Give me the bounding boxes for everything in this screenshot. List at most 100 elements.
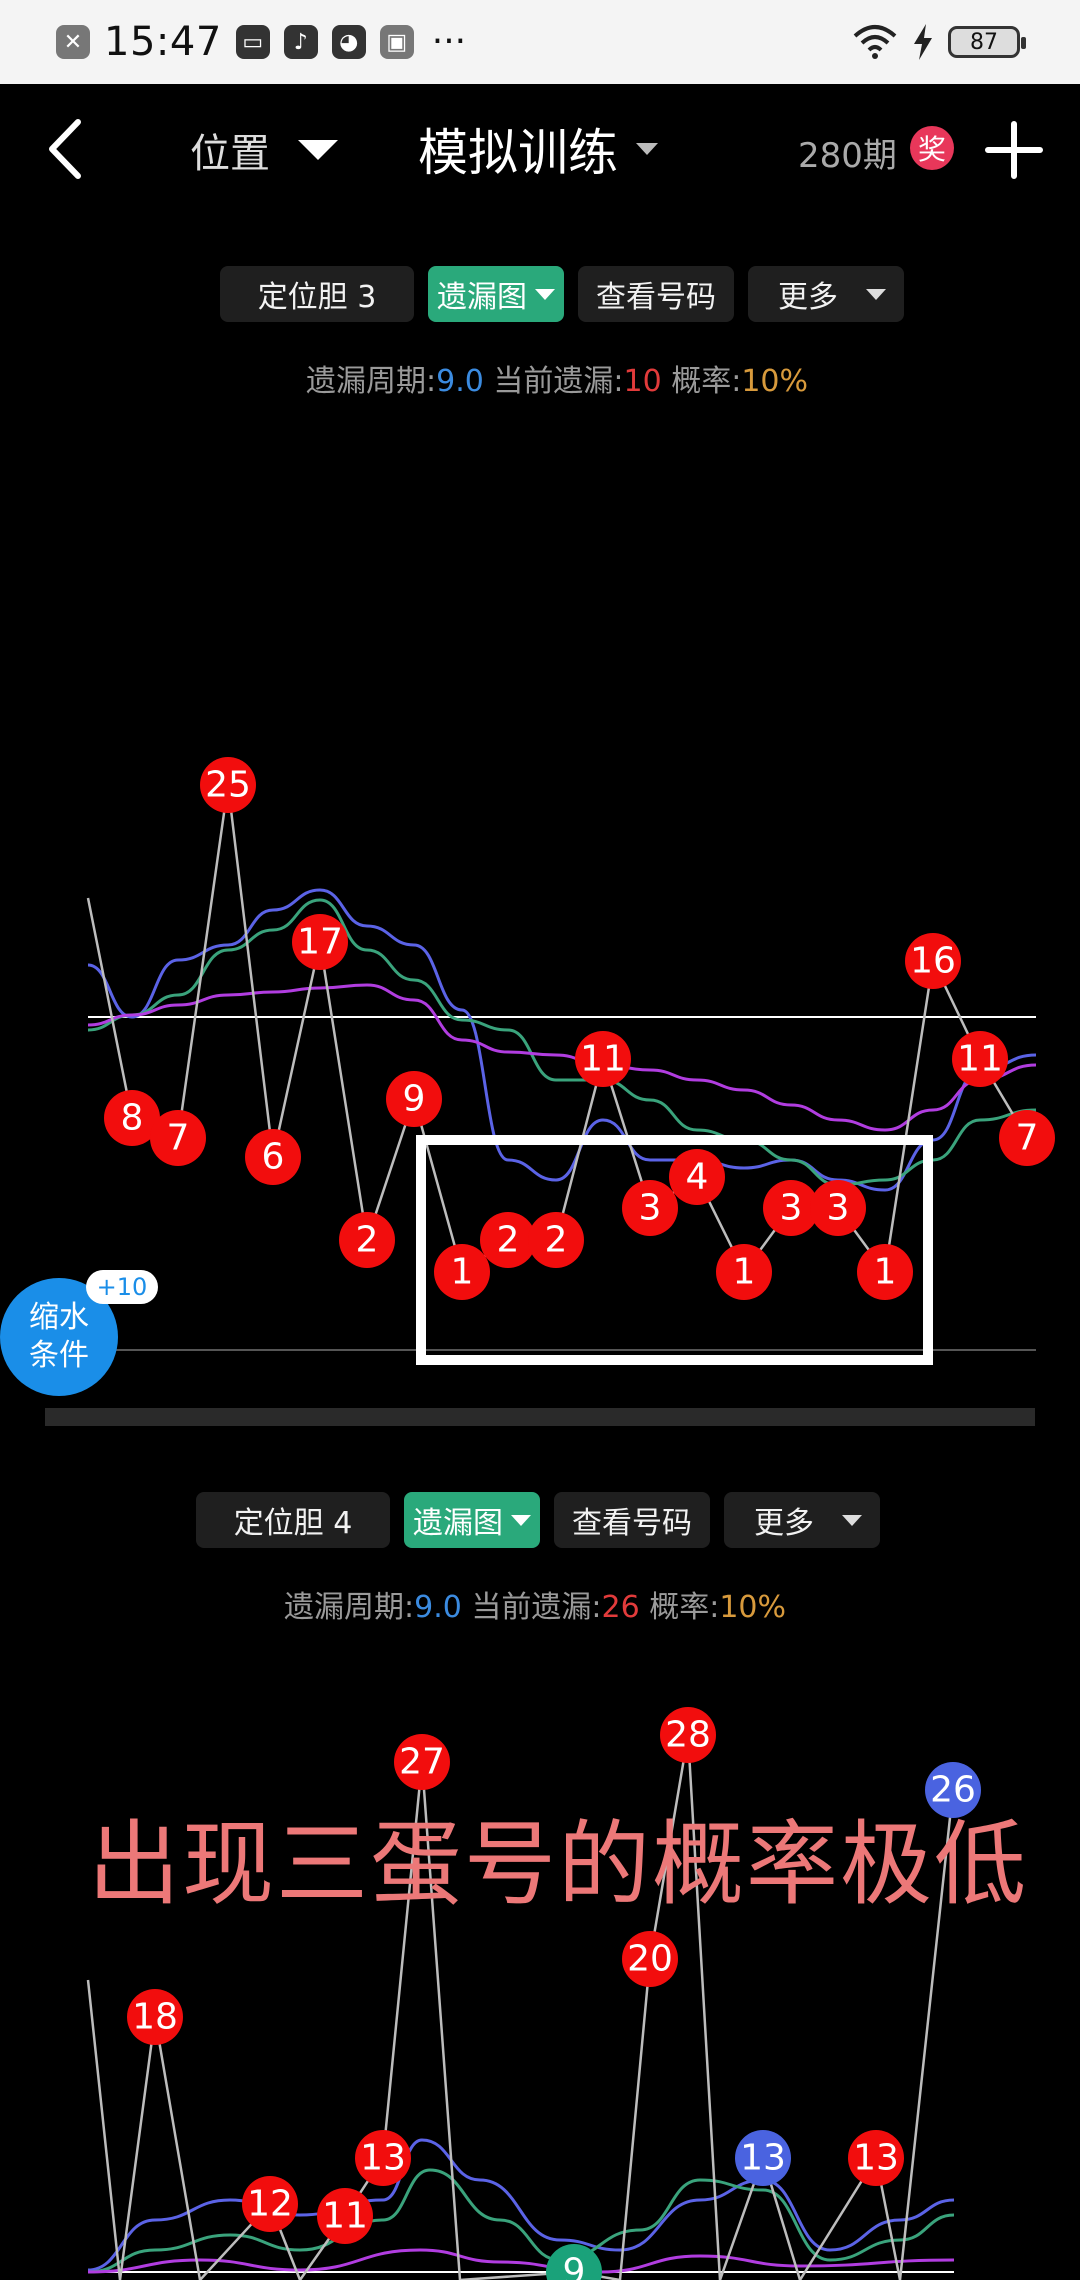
data-ball: 28 (660, 1707, 716, 1763)
data-ball: 8 (104, 1090, 160, 1146)
data-ball-circle (660, 1707, 716, 1763)
position-select-button[interactable]: 定位胆 3 (220, 266, 414, 322)
data-ball: 3 (622, 1180, 678, 1236)
title-dropdown[interactable]: 模拟训练 (418, 114, 658, 184)
position-dropdown[interactable]: 位置 (190, 120, 338, 180)
data-label: 7 (167, 1118, 190, 1159)
data-ball-circle (245, 1129, 301, 1185)
data-ball-circle (669, 1149, 725, 1205)
status-bar: ✕ 15:47 ▭ ♪ ◕ ▣ ··· 87 (0, 0, 1080, 84)
omission-value-line (86, 1734, 955, 2280)
data-ball-circle (317, 2188, 373, 2244)
data-label: 3 (827, 1188, 850, 1229)
cycle-value: 9.0 (414, 1590, 462, 1625)
data-ball-circle (546, 2244, 602, 2280)
data-label: 13 (740, 2138, 786, 2179)
position-select-button[interactable]: 定位胆 4 (196, 1492, 390, 1548)
data-ball: 7 (999, 1110, 1055, 1166)
data-label: 11 (580, 1039, 626, 1080)
fab-count-badge: +10 (86, 1270, 158, 1304)
data-ball-circle (200, 757, 256, 813)
data-label: 7 (1016, 1118, 1039, 1159)
current-value: 10 (623, 364, 662, 399)
data-ball-circle (575, 1031, 631, 1087)
data-ball-circle (999, 1110, 1055, 1166)
data-label: 17 (297, 922, 343, 963)
data-ball: 16 (905, 933, 961, 989)
data-label: 4 (686, 1157, 709, 1198)
position-select-label: 定位胆 4 (233, 1506, 353, 1541)
panel2-toolbar: 定位胆 4 遗漏图 查看号码 更多 (196, 1492, 880, 1548)
battery-level: 87 (970, 29, 998, 55)
data-label: 26 (930, 1770, 976, 1811)
series-purple-line (87, 983, 1037, 1132)
chart-type-button[interactable]: 遗漏图 (404, 1492, 540, 1548)
data-ball-circle (242, 2176, 298, 2232)
data-ball-circle (355, 2130, 411, 2186)
cycle-value: 9.0 (436, 364, 484, 399)
cycle-label: 遗漏周期: (306, 364, 437, 399)
chevron-down-icon (866, 288, 886, 300)
prize-badge[interactable]: 奖 (910, 126, 954, 170)
chevron-down-icon (535, 288, 555, 300)
prob-label: 概率: (661, 364, 742, 399)
add-icon[interactable] (984, 120, 1044, 180)
panel1-stats: 遗漏周期:9.0 当前遗漏:10 概率:10% (306, 356, 808, 400)
data-ball: 13 (735, 2130, 791, 2186)
series-purple-line (87, 2248, 955, 2274)
panel-divider (45, 1408, 1035, 1426)
data-ball-circle (127, 1989, 183, 2045)
data-label: 13 (360, 2138, 406, 2179)
data-ball: 20 (622, 1931, 678, 1987)
data-label: 20 (627, 1939, 673, 1980)
filter-conditions-button[interactable]: 缩水 条件 (0, 1278, 118, 1396)
series-green-line (87, 2168, 955, 2274)
series-blue-line (87, 888, 1037, 1192)
data-ball-circle (857, 1244, 913, 1300)
data-ball-circle (763, 1180, 819, 1236)
annotation-overlay-text: 出现三蛋号的概率极低 (88, 1811, 1029, 1918)
chart-type-label: 遗漏图 (437, 280, 527, 315)
chevron-down-icon (842, 1514, 862, 1526)
wechat-icon: ◕ (331, 25, 366, 59)
view-numbers-label: 查看号码 (572, 1506, 692, 1541)
data-ball-circle (480, 1212, 536, 1268)
panel1-toolbar: 定位胆 3 遗漏图 查看号码 更多 (220, 266, 904, 322)
more-dots-icon: ··· (431, 21, 467, 62)
panel2-stats: 遗漏周期:9.0 当前遗漏:26 概率:10% (284, 1582, 786, 1626)
data-ball-circle (905, 933, 961, 989)
prob-label: 概率: (639, 1590, 720, 1625)
more-button[interactable]: 更多 (724, 1492, 880, 1548)
data-ball: 17 (292, 914, 348, 970)
period-label: 280期 (798, 136, 897, 176)
app-header: 位置 模拟训练 280期 奖 (0, 84, 1080, 214)
data-label: 1 (733, 1252, 756, 1293)
data-ball: 2 (480, 1212, 536, 1268)
data-ball: 11 (317, 2188, 373, 2244)
data-ball: 27 (394, 1734, 450, 1790)
data-ball: 2 (339, 1212, 395, 1268)
position-select-label: 定位胆 3 (257, 280, 377, 315)
data-ball-circle (622, 1931, 678, 1987)
data-label: 28 (665, 1715, 711, 1756)
chart-type-button[interactable]: 遗漏图 (428, 266, 564, 322)
music-icon: ♪ (283, 25, 318, 59)
close-notification-icon: ✕ (56, 25, 90, 59)
data-ball: 1 (857, 1244, 913, 1300)
view-numbers-button[interactable]: 查看号码 (554, 1492, 710, 1548)
data-ball: 9 (546, 2244, 602, 2280)
data-ball: 7 (150, 1110, 206, 1166)
view-numbers-button[interactable]: 查看号码 (578, 266, 734, 322)
data-ball: 3 (810, 1180, 866, 1236)
data-label: 11 (957, 1039, 1003, 1080)
data-label: 18 (132, 1997, 178, 2038)
more-button[interactable]: 更多 (748, 266, 904, 322)
data-ball: 18 (127, 1989, 183, 2045)
data-label: 9 (563, 2252, 586, 2280)
data-label: 2 (356, 1220, 379, 1261)
back-arrow-icon[interactable] (38, 114, 98, 184)
data-ball: 4 (669, 1149, 725, 1205)
charging-icon (914, 24, 932, 60)
card-icon: ▭ (235, 25, 270, 59)
data-ball: 1 (434, 1244, 490, 1300)
